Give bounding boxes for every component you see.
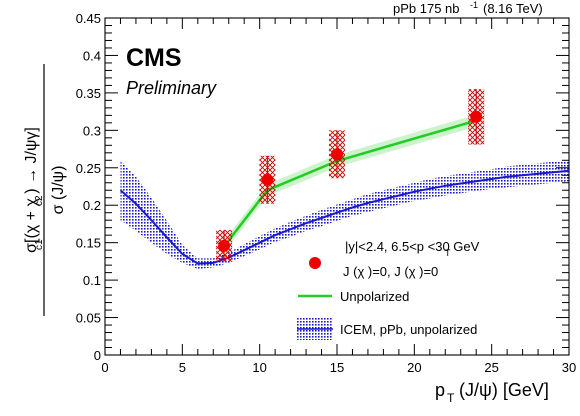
x-tick-label-4: 20 <box>407 360 421 375</box>
y-tick-label-2: 0.1 <box>83 273 101 288</box>
preliminary-label: Preliminary <box>126 78 217 98</box>
y-axis-denominator: σ (J/ψ) <box>50 166 67 215</box>
y-tick-label-0: 0 <box>94 348 101 363</box>
x-tick-label-2: 10 <box>252 360 266 375</box>
legend-data-header: |y|<2.4, 6.5<p <30 GeV <box>345 239 480 254</box>
y-axis-numerator-sub1: c1 <box>34 239 45 250</box>
data-points-layer <box>216 89 485 262</box>
x-tick-label-0: 0 <box>101 360 108 375</box>
legend-data-sub: J (χ )=0, J (χ )=0 <box>343 264 438 279</box>
data-point-3 <box>470 110 483 123</box>
cms-label: CMS <box>126 44 182 72</box>
x-tick-label-1: 5 <box>179 360 186 375</box>
icem-band-layer <box>119 160 570 269</box>
data-point-2 <box>331 148 343 161</box>
legend-band-label: ICEM, pPb, unpolarized <box>340 322 477 337</box>
lumi-label: pPb 175 nb <box>393 1 460 16</box>
energy-label: (8.16 TeV) <box>483 1 543 16</box>
icem-central-line <box>119 169 570 265</box>
y-tick-label-1: 0.05 <box>76 311 101 326</box>
icem-band <box>120 160 569 269</box>
x-tick-label-5: 25 <box>484 360 498 375</box>
data-point-1 <box>261 173 274 186</box>
y-tick-label-7: 0.35 <box>76 86 101 101</box>
y-tick-label-6: 0.3 <box>83 123 101 138</box>
legend-data-marker <box>309 257 321 269</box>
y-axis-numerator-sub2: c2 <box>34 195 45 206</box>
y-tick-label-9: 0.45 <box>76 11 101 26</box>
y-axis-numerator: σ[(χ + χ ) → J/ψγ] <box>23 127 40 253</box>
legend-data-header-sub: T <box>445 248 451 258</box>
axis-ticks-layer: 0 5 10 15 20 25 30 0 0.05 0.1 0.15 0.2 0.25 0.3 0.35 0.… <box>76 11 577 375</box>
x-tick-label-3: 15 <box>330 360 344 375</box>
x-axis-title-rest: (J/ψ) [GeV] <box>459 380 549 400</box>
unpolarized-line <box>223 119 477 248</box>
legend: |y|<2.4, 6.5<p <30 GeV T J (χ )=0, J (χ … <box>297 239 480 340</box>
y-tick-label-5: 0.25 <box>76 161 101 176</box>
y-axis-title: σ[(χ + χ ) → J/ψγ] c1 c2 σ (J/ψ) <box>23 64 67 316</box>
x-axis-title-sub: T <box>447 391 455 405</box>
data-point-0 <box>218 239 231 252</box>
legend-line-label: Unpolarized <box>340 289 409 304</box>
x-axis-title: p <box>435 380 445 400</box>
x-tick-label-6: 30 <box>562 360 576 375</box>
y-tick-label-4: 0.2 <box>83 198 101 213</box>
lumi-exponent: -1 <box>470 0 478 10</box>
y-tick-label-8: 0.4 <box>83 48 101 63</box>
y-tick-label-3: 0.15 <box>76 236 101 251</box>
